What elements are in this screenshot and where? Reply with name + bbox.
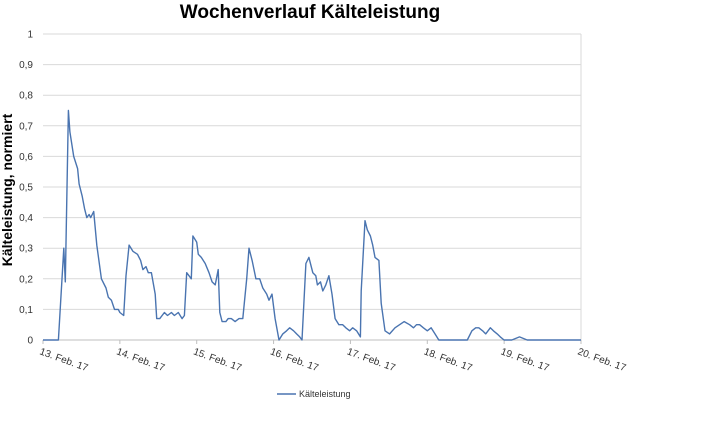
y-tick-label: 0 — [27, 336, 33, 347]
x-tick-label: 20. Feb. 17 — [576, 346, 628, 374]
legend: Kälteleistung — [277, 389, 351, 399]
y-tick-label: 0,3 — [19, 244, 33, 255]
y-tick-label: 0,6 — [19, 152, 33, 163]
y-tick-labels: 0 0,1 0,2 0,3 0,4 0,5 0,6 0,7 0,8 0,9 1 — [19, 30, 33, 347]
y-tick-label: 0,7 — [19, 121, 33, 132]
x-tick-label: 13. Feb. 17 — [38, 346, 90, 374]
chart-title: Wochenverlauf Kälteleistung — [179, 2, 441, 23]
series-group — [43, 109, 581, 341]
x-tick-label: 19. Feb. 17 — [499, 346, 551, 374]
y-tick-label: 0,5 — [19, 183, 33, 194]
x-tick-label: 14. Feb. 17 — [115, 346, 167, 374]
series-line — [43, 109, 581, 341]
x-tick-label: 16. Feb. 17 — [269, 346, 321, 374]
y-tick-label: 0,8 — [19, 91, 33, 102]
x-tick-labels: 13. Feb. 17 14. Feb. 17 15. Feb. 17 16. Feb… — [38, 340, 628, 374]
legend-label: Kälteleistung — [299, 389, 351, 399]
x-tick-label: 18. Feb. 17 — [422, 346, 474, 374]
y-tick-label: 1 — [27, 30, 33, 41]
y-tick-label: 0,2 — [19, 274, 33, 285]
x-tick-label: 17. Feb. 17 — [345, 346, 397, 374]
y-tick-label: 0,1 — [19, 305, 33, 316]
x-tick-label: 15. Feb. 17 — [192, 346, 244, 374]
y-tick-label: 0,9 — [19, 60, 33, 71]
y-tick-label: 0,4 — [19, 213, 33, 224]
gridlines — [43, 33, 582, 341]
